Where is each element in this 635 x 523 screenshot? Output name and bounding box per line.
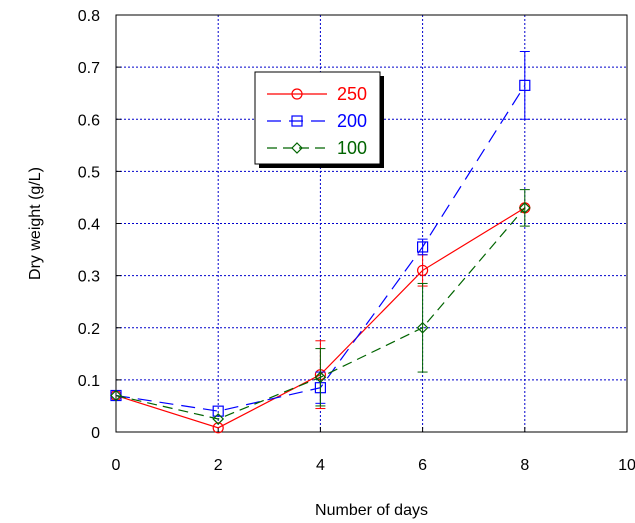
data-point-100 [314,371,327,384]
data-point-200 [519,79,531,91]
data-point-250 [212,422,224,434]
y-tick-label: 0.5 [78,164,100,181]
x-tick-label: 0 [112,457,121,474]
legend-marker-100 [291,142,303,154]
y-tick-label: 0.2 [78,321,100,338]
series-100 [110,189,531,425]
y-tick-label: 0 [91,425,100,442]
legend-marker-250 [291,88,303,100]
data-point-250 [417,264,429,277]
series-group [110,50,531,434]
legend-marker-200 [291,115,303,127]
x-tick-label: 10 [618,457,635,474]
legend: 250 200 100 [254,71,384,168]
x-tick-label: 2 [214,457,223,474]
legend-label-200: 200 [337,111,367,131]
data-point-200 [417,241,429,253]
y-tick-label: 0.7 [78,60,100,77]
legend-box [254,71,381,165]
data-point-100 [518,202,531,214]
y-tick-label: 0.6 [78,112,100,129]
data-point-100 [212,413,225,425]
x-tick-label: 4 [316,457,325,474]
x-tick-label: 6 [418,457,427,474]
legend-label-250: 250 [337,84,367,104]
data-point-100 [110,389,122,402]
data-point-200 [212,405,224,417]
y-tick-label: 0.4 [78,217,100,234]
legend-label-100: 100 [337,138,367,158]
y-tick-label: 0.3 [78,269,100,286]
y-axis-title: Dry weight (g/L) [27,167,44,280]
y-tick-label: 0.1 [78,373,100,390]
x-tick-label: 8 [520,457,529,474]
data-point-100 [416,321,429,334]
y-tick-label: 0.8 [78,8,100,25]
x-axis-title: Number of days [315,502,428,519]
